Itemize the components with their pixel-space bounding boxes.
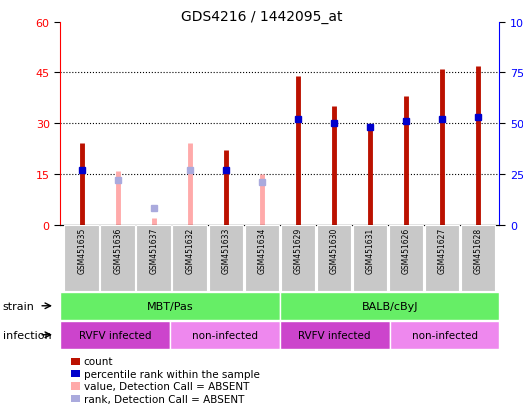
Bar [425, 225, 459, 291]
Text: GSM451626: GSM451626 [401, 227, 411, 273]
Text: infection: infection [3, 330, 51, 340]
Text: non-infected: non-infected [412, 330, 477, 340]
Text: GDS4216 / 1442095_at: GDS4216 / 1442095_at [181, 10, 342, 24]
Text: GSM451634: GSM451634 [257, 227, 266, 273]
Bar [245, 225, 279, 291]
Bar [100, 225, 135, 291]
Bar [353, 225, 387, 291]
Bar [173, 225, 207, 291]
Bar [390, 321, 499, 349]
Text: MBT/Pas: MBT/Pas [146, 301, 194, 311]
Bar [389, 225, 423, 291]
Bar [461, 225, 495, 291]
Text: strain: strain [3, 301, 35, 311]
Bar [280, 292, 499, 320]
Text: GSM451630: GSM451630 [329, 227, 338, 273]
Text: GSM451627: GSM451627 [437, 227, 446, 273]
Bar [60, 321, 170, 349]
Bar [280, 225, 315, 291]
Bar [209, 225, 243, 291]
Text: non-infected: non-infected [192, 330, 258, 340]
Text: GSM451635: GSM451635 [77, 227, 86, 273]
Text: GSM451628: GSM451628 [473, 227, 482, 273]
Text: GSM451631: GSM451631 [366, 227, 374, 273]
Bar [316, 225, 351, 291]
Text: GSM451633: GSM451633 [221, 227, 230, 273]
Text: GSM451632: GSM451632 [185, 227, 194, 273]
Bar [60, 292, 280, 320]
Text: percentile rank within the sample: percentile rank within the sample [84, 369, 259, 379]
Bar [137, 225, 171, 291]
Text: count: count [84, 356, 113, 366]
Text: BALB/cByJ: BALB/cByJ [361, 301, 418, 311]
Text: GSM451637: GSM451637 [149, 227, 158, 273]
Text: RVFV infected: RVFV infected [299, 330, 371, 340]
Text: GSM451629: GSM451629 [293, 227, 302, 273]
Text: RVFV infected: RVFV infected [79, 330, 151, 340]
Bar [280, 321, 390, 349]
Text: GSM451636: GSM451636 [113, 227, 122, 273]
Bar [64, 225, 99, 291]
Text: rank, Detection Call = ABSENT: rank, Detection Call = ABSENT [84, 394, 244, 404]
Text: value, Detection Call = ABSENT: value, Detection Call = ABSENT [84, 381, 249, 391]
Bar [170, 321, 280, 349]
